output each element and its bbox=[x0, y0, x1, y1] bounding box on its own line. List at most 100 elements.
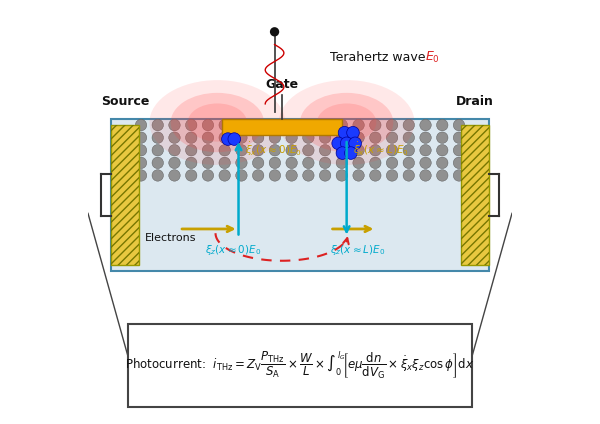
Circle shape bbox=[185, 145, 197, 156]
Text: Terahertz wave: Terahertz wave bbox=[329, 51, 429, 64]
Circle shape bbox=[353, 170, 364, 181]
Circle shape bbox=[253, 145, 264, 156]
Circle shape bbox=[152, 157, 163, 169]
Circle shape bbox=[453, 120, 465, 131]
Circle shape bbox=[253, 157, 264, 169]
Circle shape bbox=[353, 120, 364, 131]
Circle shape bbox=[386, 145, 398, 156]
Text: $E_0$: $E_0$ bbox=[425, 50, 440, 65]
Circle shape bbox=[370, 145, 381, 156]
Circle shape bbox=[332, 137, 344, 150]
Bar bbox=[112, 125, 139, 265]
Circle shape bbox=[236, 132, 247, 143]
Bar bbox=[221, 119, 343, 135]
Circle shape bbox=[253, 120, 264, 131]
Circle shape bbox=[302, 120, 314, 131]
Circle shape bbox=[269, 170, 281, 181]
Ellipse shape bbox=[170, 93, 264, 152]
Circle shape bbox=[319, 170, 331, 181]
Circle shape bbox=[169, 170, 180, 181]
Circle shape bbox=[185, 170, 197, 181]
Circle shape bbox=[219, 145, 230, 156]
Circle shape bbox=[135, 145, 147, 156]
Circle shape bbox=[236, 120, 247, 131]
Text: Source: Source bbox=[101, 95, 149, 108]
Circle shape bbox=[286, 120, 298, 131]
Circle shape bbox=[319, 145, 331, 156]
Circle shape bbox=[269, 145, 281, 156]
Text: $\dot{\xi}_x(x\approx 0)E_0$: $\dot{\xi}_x(x\approx 0)E_0$ bbox=[245, 141, 302, 158]
Circle shape bbox=[253, 170, 264, 181]
Circle shape bbox=[202, 132, 214, 143]
Circle shape bbox=[202, 157, 214, 169]
Ellipse shape bbox=[188, 103, 247, 142]
Circle shape bbox=[302, 132, 314, 143]
Circle shape bbox=[202, 145, 214, 156]
Circle shape bbox=[370, 120, 381, 131]
Circle shape bbox=[269, 157, 281, 169]
Circle shape bbox=[347, 126, 359, 139]
Circle shape bbox=[403, 157, 415, 169]
Circle shape bbox=[135, 157, 147, 169]
Bar bbox=[112, 125, 139, 265]
Circle shape bbox=[319, 120, 331, 131]
Circle shape bbox=[236, 157, 247, 169]
Circle shape bbox=[403, 120, 415, 131]
Ellipse shape bbox=[279, 80, 415, 165]
Circle shape bbox=[336, 147, 349, 159]
Bar bbox=[461, 125, 488, 265]
Circle shape bbox=[336, 145, 347, 156]
Circle shape bbox=[403, 132, 415, 143]
Circle shape bbox=[453, 132, 465, 143]
Circle shape bbox=[370, 157, 381, 169]
Circle shape bbox=[202, 120, 214, 131]
Circle shape bbox=[219, 157, 230, 169]
Circle shape bbox=[437, 132, 448, 143]
Circle shape bbox=[152, 145, 163, 156]
Circle shape bbox=[286, 132, 298, 143]
Bar bbox=[112, 119, 488, 271]
Circle shape bbox=[403, 170, 415, 181]
Circle shape bbox=[420, 170, 431, 181]
Circle shape bbox=[437, 145, 448, 156]
Circle shape bbox=[340, 137, 353, 150]
Circle shape bbox=[236, 170, 247, 181]
Text: $\dot{\xi}_x(x\approx L)E_0$: $\dot{\xi}_x(x\approx L)E_0$ bbox=[353, 141, 409, 158]
Ellipse shape bbox=[317, 103, 376, 142]
Circle shape bbox=[386, 120, 398, 131]
Circle shape bbox=[135, 132, 147, 143]
Circle shape bbox=[152, 170, 163, 181]
Circle shape bbox=[185, 132, 197, 143]
Circle shape bbox=[135, 170, 147, 181]
Circle shape bbox=[236, 145, 247, 156]
Circle shape bbox=[403, 145, 415, 156]
Circle shape bbox=[286, 170, 298, 181]
Circle shape bbox=[344, 147, 357, 159]
Text: Drain: Drain bbox=[456, 95, 494, 108]
Ellipse shape bbox=[149, 80, 285, 165]
Circle shape bbox=[228, 133, 241, 145]
Text: $\xi_z(x\approx 0)E_0$: $\xi_z(x\approx 0)E_0$ bbox=[205, 243, 261, 257]
Ellipse shape bbox=[300, 93, 393, 152]
Bar bbox=[461, 125, 488, 265]
Text: Photocurrent:  $i_{\mathrm{THz}} = Z_{\mathrm{V}}\dfrac{P_{\mathrm{THz}}}{S_{\ma: Photocurrent: $i_{\mathrm{THz}} = Z_{\ma… bbox=[125, 350, 475, 382]
Circle shape bbox=[437, 157, 448, 169]
Text: Electrons: Electrons bbox=[145, 233, 197, 243]
Circle shape bbox=[338, 126, 351, 139]
Circle shape bbox=[302, 170, 314, 181]
Circle shape bbox=[219, 132, 230, 143]
Circle shape bbox=[336, 170, 347, 181]
Circle shape bbox=[169, 145, 180, 156]
Circle shape bbox=[219, 170, 230, 181]
Circle shape bbox=[453, 145, 465, 156]
Circle shape bbox=[152, 132, 163, 143]
Circle shape bbox=[286, 157, 298, 169]
Circle shape bbox=[453, 170, 465, 181]
Bar bbox=[128, 324, 472, 407]
Circle shape bbox=[386, 170, 398, 181]
Circle shape bbox=[302, 145, 314, 156]
Circle shape bbox=[202, 170, 214, 181]
Circle shape bbox=[420, 157, 431, 169]
Circle shape bbox=[135, 120, 147, 131]
Circle shape bbox=[253, 132, 264, 143]
